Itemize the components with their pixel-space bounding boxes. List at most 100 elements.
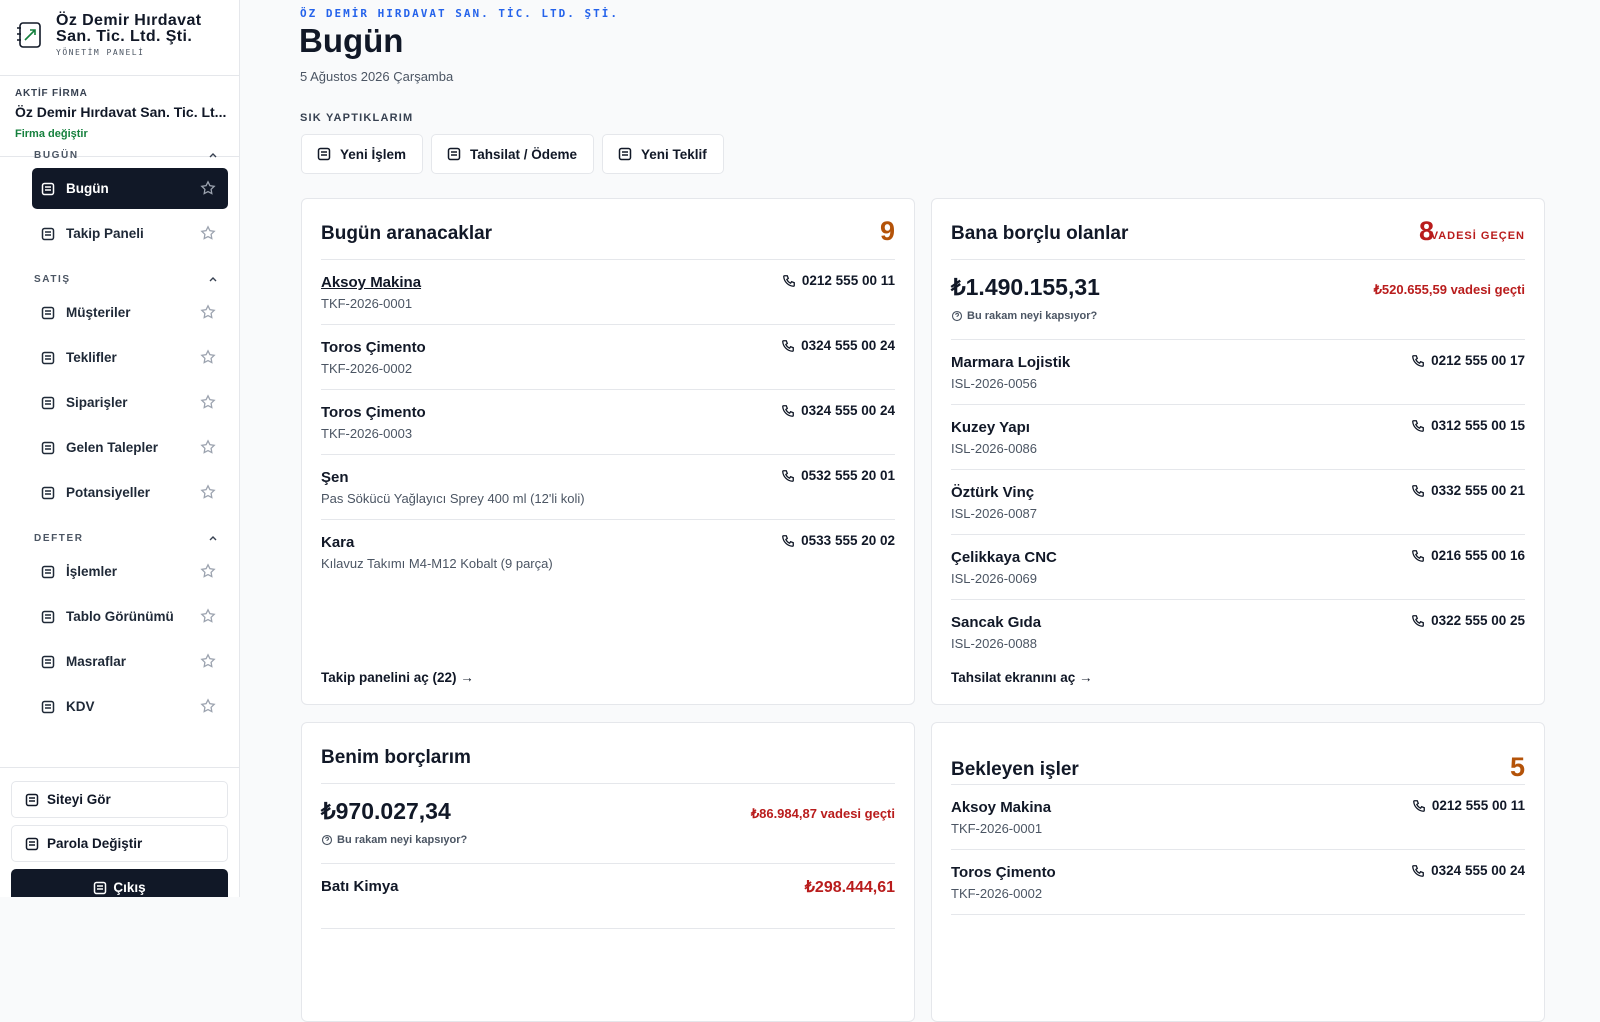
row-phone[interactable]: 0212 555 00 11 <box>1412 798 1525 813</box>
row-subtitle-text: Kılavuz Takımı M4-M12 Kobalt (9 parça) <box>321 556 553 571</box>
list-row[interactable]: Kara Kılavuz Takımı M4-M12 Kobalt (9 parç… <box>321 520 895 585</box>
collapse-icon[interactable] <box>208 533 218 543</box>
nav-item[interactable]: Bugün <box>32 168 228 209</box>
nav-group-title: BUGÜN <box>34 150 217 161</box>
company-label: ÖZ DEMİR HIRDAVAT SAN. TİC. LTD. ŞTİ. <box>300 7 620 20</box>
nav-item[interactable]: Masraflar <box>32 641 228 682</box>
favorite-star[interactable] <box>200 349 216 365</box>
quick-action-icon <box>618 147 632 161</box>
row-phone[interactable]: 0332 555 00 21 <box>1411 483 1525 498</box>
row-name-text: Kuzey Yapı <box>951 419 1030 436</box>
nav-item[interactable]: Potansiyeller <box>32 472 228 513</box>
row-name[interactable]: Marmara Lojistik <box>951 354 1070 371</box>
nav-item[interactable]: Müşteriler <box>32 292 228 333</box>
collapse-icon[interactable] <box>208 274 218 284</box>
help-link[interactable]: Bu rakam neyi kapsıyor? <box>951 310 1097 322</box>
nav-group-title-text: SATIŞ <box>34 274 71 285</box>
nav-item[interactable]: İşlemler <box>32 551 228 592</box>
favorite-star[interactable] <box>200 563 216 579</box>
list-row[interactable]: Marmara Lojistik ISL-2026-0056 0212 555 00… <box>951 340 1525 405</box>
row-phone[interactable]: 0212 555 00 17 <box>1411 353 1525 368</box>
nav-item[interactable]: Takip Paneli <box>32 213 228 254</box>
quick-action[interactable]: Tahsilat / Ödeme <box>431 134 595 174</box>
collapse-icon[interactable] <box>208 150 218 160</box>
list-row[interactable]: Toros Çimento TKF-2026-0002 0324 555 00 24 <box>321 325 895 390</box>
nav-item-text: Teklifler <box>66 350 117 365</box>
page-title: Bugün <box>299 22 404 59</box>
card-title-text: Bugün aranacaklar <box>321 223 493 244</box>
favorite-star[interactable] <box>200 304 216 320</box>
list-row[interactable]: Toros Çimento TKF-2026-0002 0324 555 00 24 <box>951 850 1525 915</box>
card-footer-link[interactable]: Takip panelini aç (22) → <box>321 670 474 685</box>
row-name[interactable]: Batı Kimya <box>321 878 399 895</box>
row-name[interactable]: Kara <box>321 534 354 551</box>
nav-item[interactable]: Tablo Görünümü <box>32 596 228 637</box>
row-phone[interactable]: 0324 555 00 24 <box>781 338 895 353</box>
phone-icon <box>1412 614 1425 627</box>
row-phone[interactable]: 0216 555 00 16 <box>1411 548 1525 563</box>
row-subtitle-text: TKF-2026-0002 <box>321 361 413 376</box>
row-name[interactable]: Toros Çimento <box>321 404 426 421</box>
row-subtitle-text: ISL-2026-0069 <box>951 571 1038 586</box>
help-link[interactable]: Bu rakam neyi kapsıyor? <box>321 834 467 846</box>
card-title: Bugün aranacaklar <box>321 223 492 245</box>
row-name[interactable]: Şen <box>321 469 349 486</box>
change-firm-link[interactable]: Firma değiştir <box>15 128 88 140</box>
row-phone[interactable]: 0312 555 00 15 <box>1411 418 1525 433</box>
favorite-star[interactable] <box>200 439 216 455</box>
card-footer-link-text: Takip panelini aç (22) → <box>321 670 474 685</box>
nav-item-text: Potansiyeller <box>66 485 151 500</box>
list-row[interactable]: Öztürk Vinç ISL-2026-0087 0332 555 00 21 <box>951 470 1525 535</box>
row-name[interactable]: Çelikkaya CNC <box>951 549 1057 566</box>
nav-item[interactable]: Teklifler <box>32 337 228 378</box>
row-phone[interactable]: 0324 555 00 24 <box>781 403 895 418</box>
list-row[interactable]: Aksoy Makina TKF-2026-0001 0212 555 00 11 <box>321 260 895 325</box>
active-firm-name: Öz Demir Hırdavat San. Tic. Lt... <box>15 104 227 120</box>
list-row[interactable]: Toros Çimento TKF-2026-0003 0324 555 00 24 <box>321 390 895 455</box>
card-footer-link[interactable]: Tahsilat ekranını aç → <box>951 670 1093 685</box>
row-phone-text: 0216 555 00 16 <box>1431 548 1525 563</box>
sidebar-button[interactable]: Siteyi Gör <box>11 781 228 818</box>
row-phone[interactable]: 0533 555 20 02 <box>781 533 895 548</box>
row-phone-text: 0324 555 00 24 <box>801 338 895 353</box>
nav-item-text: Masraflar <box>66 654 127 669</box>
favorite-star[interactable] <box>200 180 216 196</box>
favorite-star[interactable] <box>200 698 216 714</box>
list-row[interactable]: Aksoy Makina TKF-2026-0001 0212 555 00 11 <box>951 785 1525 850</box>
row-phone[interactable]: 0324 555 00 24 <box>1411 863 1525 878</box>
row-name[interactable]: Toros Çimento <box>951 864 1056 881</box>
help-icon <box>321 834 333 846</box>
nav-item[interactable]: Gelen Talepler <box>32 427 228 468</box>
list-row[interactable]: Sancak Gıda ISL-2026-0088 0322 555 00 25 <box>951 600 1525 665</box>
card-title-text: Bana borçlu olanlar <box>951 223 1129 244</box>
sidebar-button[interactable]: Çıkış <box>11 869 228 897</box>
nav-item[interactable]: Siparişler <box>32 382 228 423</box>
row-name-text: Aksoy Makina <box>951 799 1052 816</box>
row-name[interactable]: Kuzey Yapı <box>951 419 1030 436</box>
nav-item[interactable]: KDV <box>32 686 228 727</box>
row-phone[interactable]: 0322 555 00 25 <box>1411 613 1525 628</box>
favorite-star[interactable] <box>200 608 216 624</box>
row-phone[interactable]: 0212 555 00 11 <box>782 273 895 288</box>
page: Öz Demir Hırdavat San. Tic. Ltd. Şti. YÖ… <box>0 0 1545 1022</box>
list-row[interactable]: Kuzey Yapı ISL-2026-0086 0312 555 00 15 <box>951 405 1525 470</box>
row-name[interactable]: Aksoy Makina <box>321 274 421 291</box>
row-name[interactable]: Toros Çimento <box>321 339 426 356</box>
quick-action[interactable]: Yeni İşlem <box>301 134 424 174</box>
row-phone[interactable]: 0532 555 20 01 <box>781 468 895 483</box>
row-name[interactable]: Aksoy Makina <box>951 799 1051 816</box>
sidebar-button[interactable]: Parola Değiştir <box>11 825 228 862</box>
sidebar-button-text: Çıkış <box>113 880 146 895</box>
list-row[interactable]: Şen Pas Sökücü Yağlayıcı Sprey 400 ml (12… <box>321 455 895 520</box>
row-name[interactable]: Öztürk Vinç <box>951 484 1034 501</box>
overdue-amount-text: ₺520.655,59 vadesi geçti <box>1373 282 1525 297</box>
row-subtitle: Pas Sökücü Yağlayıcı Sprey 400 ml (12'li… <box>321 491 585 506</box>
row-name[interactable]: Sancak Gıda <box>951 614 1041 631</box>
quick-action[interactable]: Yeni Teklif <box>602 134 724 174</box>
favorite-star[interactable] <box>200 394 216 410</box>
favorite-star[interactable] <box>200 484 216 500</box>
favorite-star[interactable] <box>200 225 216 241</box>
list-row[interactable]: Çelikkaya CNC ISL-2026-0069 0216 555 00 16 <box>951 535 1525 600</box>
card-title-text: Benim borçlarım <box>321 747 471 768</box>
favorite-star[interactable] <box>200 653 216 669</box>
